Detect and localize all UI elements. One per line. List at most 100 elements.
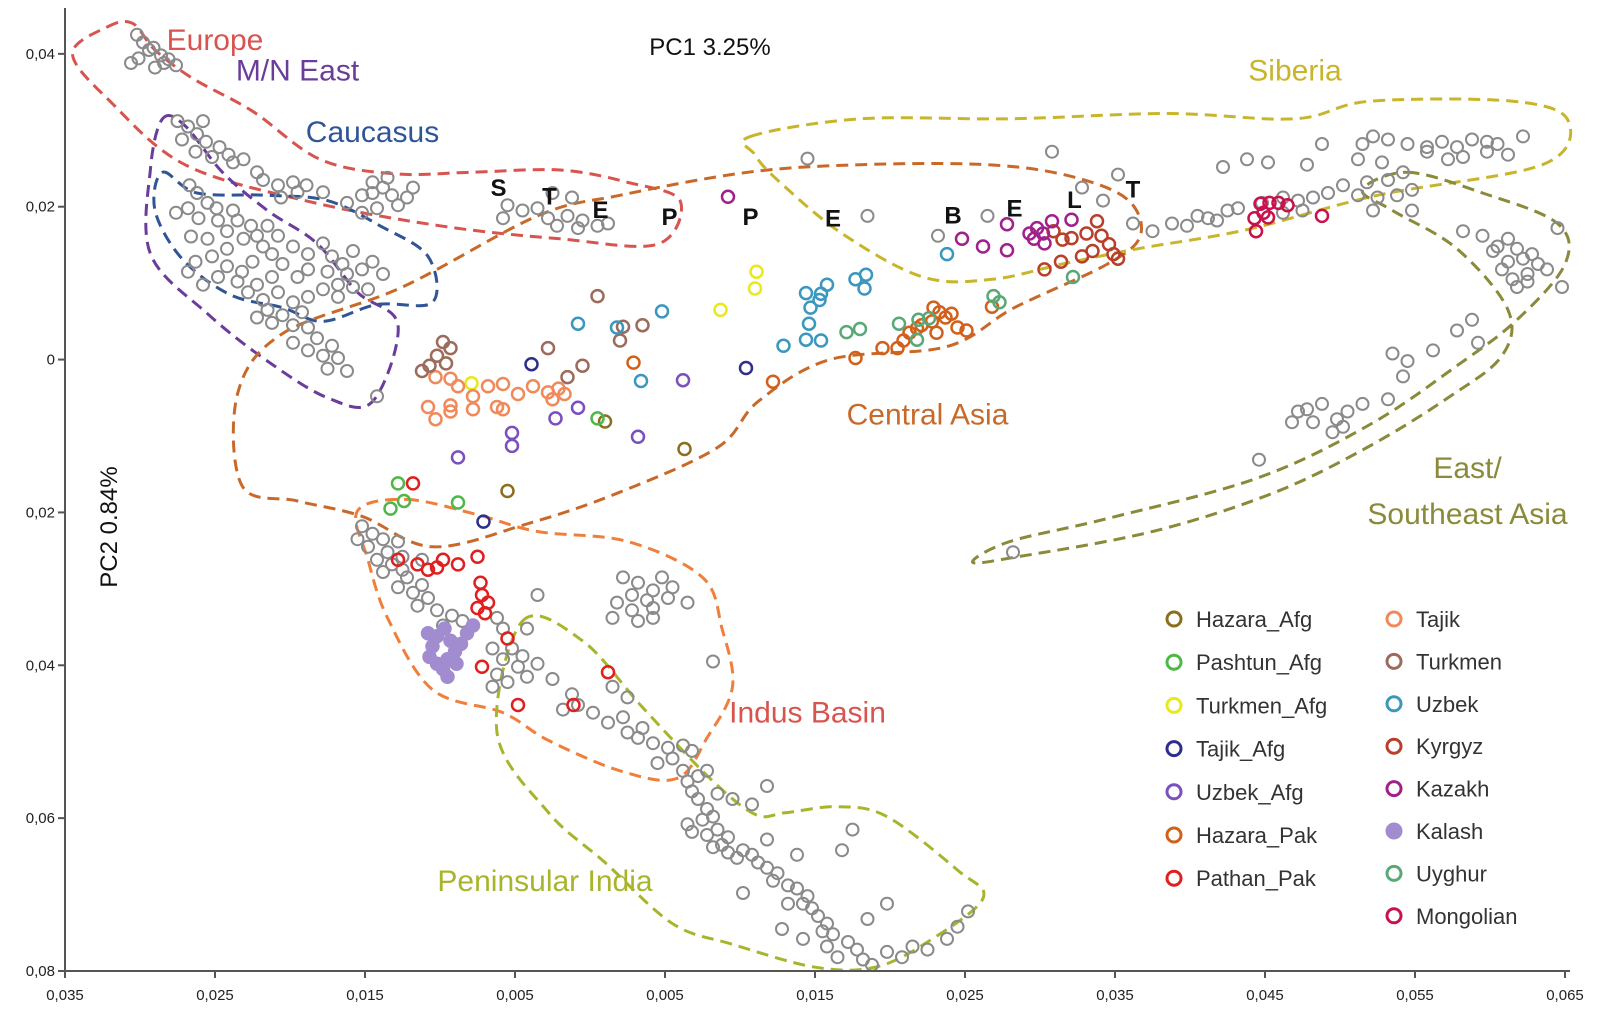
region-label-indus-basin: Indus Basin — [729, 697, 886, 730]
reference-point — [361, 539, 375, 554]
steppe-letter: L — [1067, 187, 1082, 214]
reference-point — [241, 285, 255, 300]
point-uzbek-afg — [450, 450, 466, 465]
point-kyrgyz — [1110, 251, 1126, 266]
reference-point — [1520, 274, 1535, 289]
reference-point — [245, 254, 260, 269]
y-tick-label: 0 — [47, 352, 55, 369]
reference-point — [820, 916, 834, 931]
reference-point — [706, 654, 720, 669]
point-tajik — [525, 379, 541, 394]
reference-point — [1475, 228, 1490, 243]
reference-point — [646, 601, 660, 615]
envelope-indus-basin — [354, 497, 735, 782]
point-turkmen — [429, 348, 445, 363]
point-pathan-pak — [566, 697, 581, 713]
point-uyghur — [921, 311, 937, 326]
reference-point — [286, 295, 300, 310]
point-uyghur — [909, 332, 925, 347]
x-tick-label: 0,045 — [1246, 987, 1284, 1004]
reference-point — [950, 919, 965, 934]
reference-point — [340, 267, 354, 281]
reference-point — [605, 610, 620, 625]
reference-point — [775, 922, 789, 936]
reference-point — [541, 211, 555, 226]
point-mongolian — [1314, 208, 1330, 224]
reference-point — [1531, 257, 1545, 271]
reference-point — [1480, 134, 1494, 149]
point-tajik — [420, 399, 436, 415]
reference-point — [1300, 157, 1314, 172]
reference-point — [190, 127, 204, 142]
legend-label-kyrgyz: Kyrgyz — [1416, 734, 1483, 759]
reference-point — [860, 912, 875, 926]
reference-point — [530, 656, 545, 671]
axes — [64, 8, 1570, 972]
reference-point — [1381, 132, 1395, 147]
reference-point — [1096, 193, 1110, 208]
reference-point — [880, 896, 894, 911]
reference-point — [496, 652, 510, 667]
y-tick-label: 0,06 — [26, 810, 55, 827]
point-uyghur — [911, 312, 926, 328]
reference-point — [370, 201, 384, 216]
reference-point — [170, 114, 185, 129]
reference-point — [1355, 396, 1370, 411]
reference-point — [1285, 415, 1299, 430]
envelope-m-n-east — [144, 114, 400, 409]
point-turkmen-afg — [713, 302, 728, 318]
y-tick-label: 0,08 — [26, 963, 55, 980]
reference-point — [290, 270, 305, 284]
legend-label-hazara-afg: Hazara_Afg — [1196, 607, 1312, 632]
x-tick-label: 0,035 — [1096, 987, 1134, 1004]
point-tajik — [465, 402, 481, 417]
legend-label-pashtun-afg: Pashtun_Afg — [1196, 650, 1322, 675]
reference-point — [1145, 224, 1160, 239]
point-kalash — [425, 638, 440, 654]
reference-point — [1450, 140, 1464, 155]
reference-point — [1180, 218, 1194, 233]
reference-point — [415, 578, 429, 592]
envelope-europe — [70, 19, 683, 248]
reference-point — [190, 186, 204, 200]
reference-point — [1550, 221, 1565, 236]
point-kyrgyz — [1037, 262, 1052, 277]
region-envelopes — [70, 19, 1573, 972]
reference-point — [1405, 182, 1419, 197]
point-kalash — [449, 656, 464, 672]
reference-point — [1510, 280, 1524, 294]
reference-point — [1501, 147, 1515, 162]
reference-point — [196, 277, 210, 292]
legend-label-tajik: Tajik — [1416, 607, 1461, 632]
legend-label-turkmen: Turkmen — [1416, 649, 1502, 674]
reference-point — [650, 756, 665, 771]
reference-point — [260, 218, 275, 233]
reference-point — [380, 170, 395, 185]
point-hazara-pak — [950, 320, 965, 335]
point-tajik — [450, 379, 466, 394]
point-hazara-afg — [597, 414, 613, 429]
reference-point — [920, 942, 935, 957]
legend-label-uzbek: Uzbek — [1416, 692, 1479, 717]
reference-point — [271, 228, 285, 243]
point-tajik — [443, 404, 458, 419]
reference-point — [220, 224, 234, 239]
x-tick-label: 0,025 — [196, 987, 234, 1004]
reference-point — [346, 244, 360, 258]
reference-point — [430, 603, 444, 618]
reference-point — [496, 211, 510, 226]
reference-point — [631, 575, 645, 590]
reference-point — [860, 208, 875, 223]
reference-point — [1420, 144, 1434, 159]
point-pathan-pak — [405, 476, 421, 491]
reference-point — [1456, 224, 1470, 239]
legend-label-uzbek-afg: Uzbek_Afg — [1196, 780, 1304, 805]
reference-point — [1375, 155, 1389, 170]
reference-point — [221, 147, 236, 162]
reference-point — [211, 270, 225, 284]
legend-marker-turkmen-afg — [1165, 696, 1183, 714]
reference-point — [275, 308, 290, 323]
reference-point — [199, 134, 213, 149]
reference-point — [1360, 175, 1374, 190]
point-tajik — [443, 398, 458, 413]
